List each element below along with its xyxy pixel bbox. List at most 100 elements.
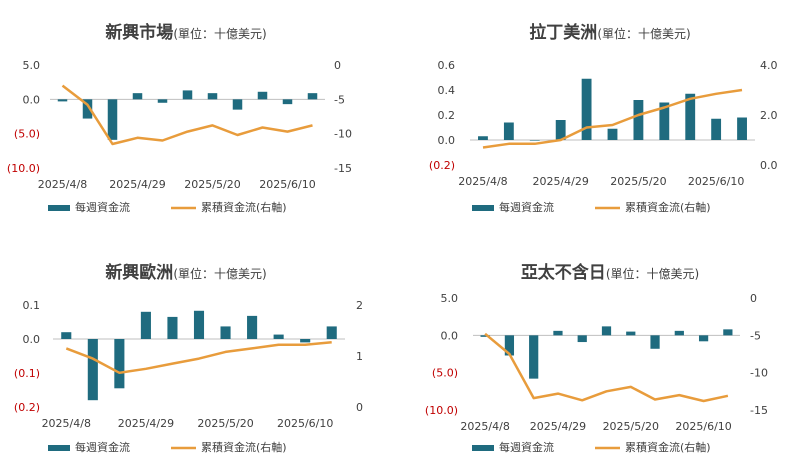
x-axis-tick-label: 2025/6/10 [675, 420, 731, 433]
x-axis-tick-label: 2025/4/29 [118, 417, 174, 430]
weekly-flow-bar [529, 335, 539, 379]
x-axis-tick-label: 2025/5/20 [603, 420, 659, 433]
weekly-flow-bar [193, 310, 205, 339]
right-axis-tick-label: 1 [356, 350, 363, 363]
cumulative-flow-line [482, 88, 743, 149]
legend-bar-label: 每週資金流 [499, 440, 554, 454]
weekly-flow-bar [167, 316, 178, 339]
weekly-flow-bar [581, 78, 592, 140]
weekly-flow-bar [247, 315, 258, 339]
chart-title-main: 亞太不含日 [521, 262, 606, 283]
x-axis-tick-label: 2025/6/10 [688, 175, 744, 188]
left-axis-tick-label: (5.0) [14, 128, 40, 141]
chart-title-unit: (單位：十億美元) [173, 26, 266, 41]
weekly-flow-bar [257, 91, 268, 100]
weekly-flow-bar [503, 122, 514, 140]
right-axis-tick-label: -15 [750, 404, 768, 417]
weekly-flow-bar [132, 93, 143, 100]
weekly-flow-bar [607, 128, 618, 140]
weekly-flow-bar [674, 330, 684, 336]
left-axis-tick-label: (0.1) [14, 367, 40, 380]
left-axis-tick-label: 0.0 [23, 333, 41, 346]
right-axis-tick-label: -10 [750, 367, 768, 380]
left-axis-tick-label: 5.0 [441, 292, 459, 305]
legend-bar-label: 每週資金流 [499, 200, 554, 214]
x-axis-tick-label: 2025/6/10 [259, 178, 315, 191]
legend-bar-swatch [48, 205, 70, 211]
weekly-flow-bar [87, 339, 98, 401]
left-axis-tick-label: 0.0 [438, 134, 456, 147]
weekly-flow-bar [300, 339, 311, 343]
x-axis-tick-label: 2025/5/20 [610, 175, 666, 188]
legend-bar-label: 每週資金流 [75, 200, 130, 214]
chart-title-main: 新興市場 [105, 22, 173, 43]
legend-bar-swatch [472, 445, 494, 451]
chart-title-main: 拉丁美洲 [529, 22, 597, 43]
right-axis-tick-label: 0 [356, 401, 363, 414]
weekly-flow-bar [577, 335, 587, 343]
right-axis-tick-label: 2 [356, 299, 363, 312]
legend-line-label: 累積資金流(右軸) [625, 200, 711, 214]
weekly-flow-bar [553, 330, 563, 336]
x-axis-tick-label: 2025/6/10 [277, 417, 333, 430]
weekly-flow-bar [478, 136, 488, 140]
legend-bar-label: 每週資金流 [75, 440, 130, 454]
weekly-flow-bar [698, 335, 709, 342]
weekly-flow-bar [650, 335, 660, 349]
weekly-flow-bar [157, 99, 168, 103]
chart-title: 新興市場(單位：十億美元) [105, 22, 266, 43]
weekly-flow-bar [659, 102, 670, 140]
left-axis-tick-label: 0.6 [438, 59, 456, 72]
legend-line-label: 累積資金流(右軸) [201, 440, 287, 454]
left-axis-tick-label: 0.4 [438, 84, 456, 97]
weekly-flow-bar [626, 331, 636, 336]
chart-title-unit: (單位：十億美元) [173, 266, 266, 281]
left-axis-tick-label: (5.0) [432, 367, 458, 380]
weekly-flow-bar [685, 93, 696, 140]
left-axis-tick-label: 0.2 [438, 109, 456, 122]
chart-title: 亞太不含日(單位：十億美元) [521, 262, 699, 283]
weekly-flow-bar [207, 93, 218, 100]
weekly-flow-bar [480, 335, 490, 337]
x-axis-tick-label: 2025/4/29 [532, 175, 588, 188]
left-axis-tick-label: 0.0 [441, 329, 459, 342]
weekly-flow-bar [273, 334, 284, 339]
chart-panel-2: 拉丁美洲(單位：十億美元) 0.6 0.4 0.2 0.0 (0.2) 4.0 2.0 0.0 2… [429, 22, 778, 214]
chart-title-main: 新興歐洲 [105, 262, 173, 283]
chart-panel-3: 新興歐洲(單位：十億美元) 0.1 0.0 (0.1) (0.2) 2 1 0 2025/4/8… [14, 262, 363, 454]
weekly-flow-bar [282, 99, 293, 105]
right-axis-tick-label: 0 [334, 59, 341, 72]
weekly-flow-bar [723, 329, 733, 336]
weekly-flow-bar [601, 326, 612, 336]
chart-title: 新興歐洲(單位：十億美元) [105, 262, 266, 283]
weekly-flow-bar [232, 99, 243, 110]
right-axis-tick-label: 4.0 [760, 59, 778, 72]
cumulative-flow-line [61, 84, 313, 146]
weekly-flow-bar [633, 100, 644, 140]
weekly-flow-bar [504, 335, 515, 356]
cumulative-flow-line [484, 332, 729, 403]
x-axis-tick-label: 2025/4/29 [530, 420, 586, 433]
weekly-flow-bar [326, 326, 337, 339]
right-axis-tick-label: -5 [750, 329, 761, 342]
right-axis-tick-label: -10 [334, 128, 352, 141]
left-axis-tick-label: (0.2) [429, 159, 455, 172]
legend-bar-swatch [472, 205, 494, 211]
weekly-flow-bar [711, 118, 722, 140]
chart-legend: 每週資金流 累積資金流(右軸) [472, 440, 711, 454]
x-axis-tick-label: 2025/4/29 [109, 178, 165, 191]
legend-line-label: 累積資金流(右軸) [201, 200, 287, 214]
chart-legend: 每週資金流 累積資金流(右軸) [48, 200, 287, 214]
x-axis-tick-label: 2025/5/20 [184, 178, 240, 191]
x-axis-tick-label: 2025/5/20 [197, 417, 253, 430]
weekly-flow-bar [307, 93, 318, 100]
right-axis-tick-label: -15 [334, 162, 352, 175]
legend-line-label: 累積資金流(右軸) [625, 440, 711, 454]
chart-legend: 每週資金流 累積資金流(右軸) [48, 440, 287, 454]
weekly-flow-bar [182, 90, 193, 100]
left-axis-tick-label: (0.2) [14, 401, 40, 414]
chart-title: 拉丁美洲(單位：十億美元) [529, 22, 690, 43]
weekly-flow-bar [220, 326, 231, 339]
weekly-flow-bar [82, 99, 93, 119]
